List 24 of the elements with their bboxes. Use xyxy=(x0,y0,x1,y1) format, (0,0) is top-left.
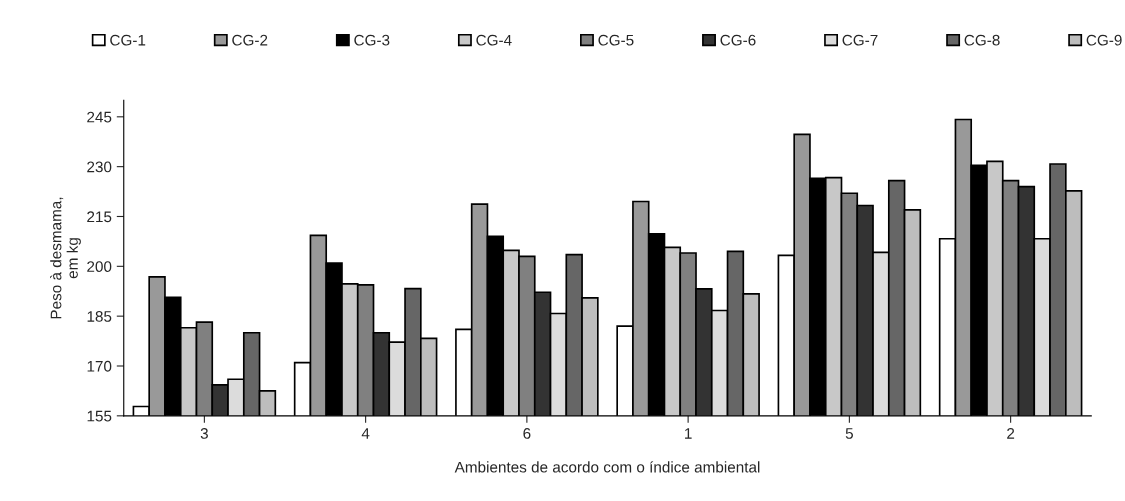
x-tick-label: 4 xyxy=(361,428,370,439)
x-tick-label: 1 xyxy=(685,428,692,439)
y-tick-label: 215 xyxy=(87,211,112,223)
x-tick-label: 3 xyxy=(200,428,208,439)
x-tick-label: 5 xyxy=(845,428,853,439)
legend-label: CG-6 xyxy=(720,34,756,46)
y-tick-label: 230 xyxy=(87,161,112,173)
x-tick-label: 6 xyxy=(523,428,531,439)
legend-label: CG-4 xyxy=(476,34,512,46)
legend-label: CG-7 xyxy=(842,34,878,46)
y-tick-label: 200 xyxy=(87,261,112,273)
legend-label: CG-8 xyxy=(964,34,1000,46)
y-tick-label: 245 xyxy=(87,111,112,123)
legend-label: CG-9 xyxy=(1086,34,1122,46)
x-axis-title: Ambientes de acordo com o índice ambiental xyxy=(454,461,760,473)
y-axis-title: Peso à desmama, em kg xyxy=(50,197,81,319)
legend-label: CG-1 xyxy=(110,34,146,46)
y-tick-label: 185 xyxy=(87,311,112,322)
y-tick-label: 170 xyxy=(87,360,112,372)
legend-label: CG-3 xyxy=(354,34,390,46)
legend-label: CG-5 xyxy=(598,34,634,46)
legend-label: CG-2 xyxy=(232,34,268,46)
x-tick-label: 2 xyxy=(1007,428,1015,439)
y-tick-label: 155 xyxy=(87,410,112,422)
